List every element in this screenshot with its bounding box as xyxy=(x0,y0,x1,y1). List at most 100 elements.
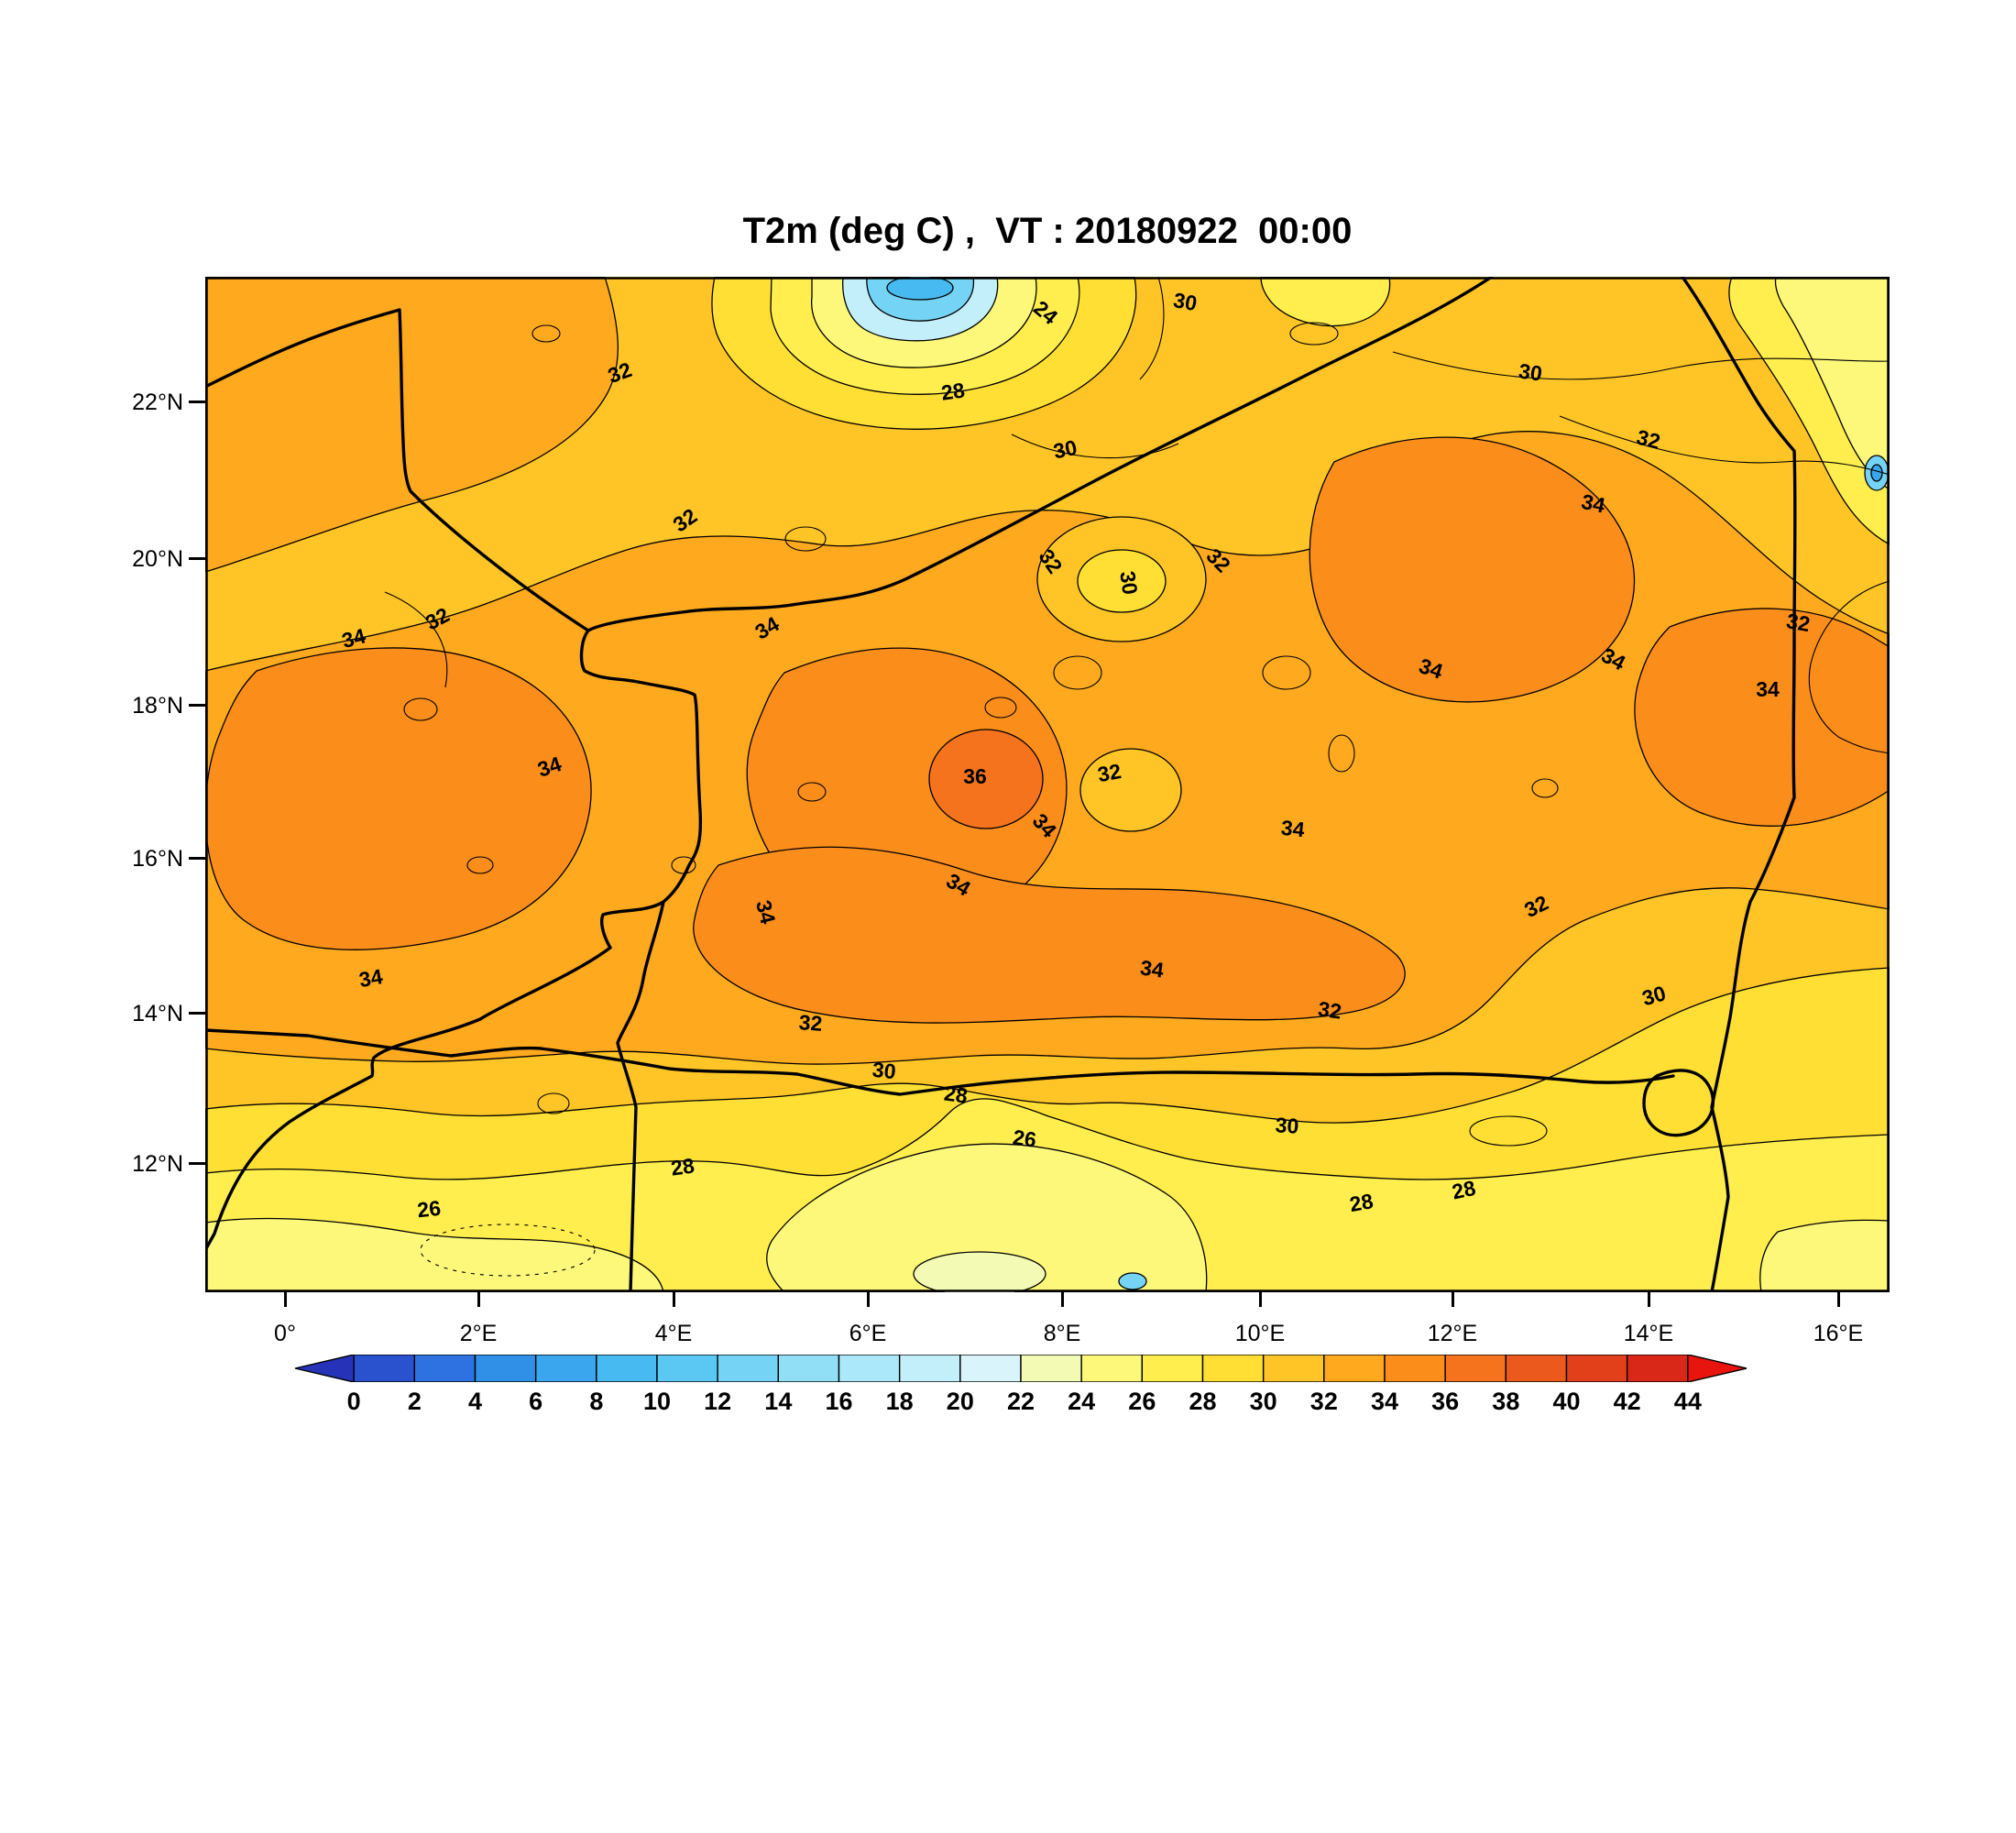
fill-22-24-spot xyxy=(913,1251,1046,1292)
colorbar-tick-label: 40 xyxy=(1552,1388,1581,1415)
colorbar-tick-label: 16 xyxy=(825,1388,853,1415)
colorbar-segment xyxy=(1141,1355,1204,1382)
colorbar-tick-label: 18 xyxy=(885,1388,914,1415)
x-axis-tick-label: 12°E xyxy=(1427,1321,1478,1346)
colorbar-segment xyxy=(959,1355,1022,1382)
colorbar-segment xyxy=(534,1355,597,1382)
country-borders xyxy=(205,277,1797,1292)
colorbar-segment xyxy=(1626,1355,1689,1382)
x-axis-tick-mark xyxy=(1452,1292,1454,1307)
y-axis-tick-label: 12°N xyxy=(132,1151,183,1177)
contour-label-28: 28 xyxy=(939,378,966,404)
colorbar-tick-label: 44 xyxy=(1673,1388,1702,1415)
colorbar-tick-label: 24 xyxy=(1068,1388,1096,1415)
colorbar-tick-label: 30 xyxy=(1249,1388,1277,1415)
colorbar-tick-label: 10 xyxy=(642,1388,672,1415)
colorbar-segment xyxy=(1020,1355,1082,1382)
contour-label-32: 32 xyxy=(1785,609,1813,636)
fill-34-36-northeast xyxy=(1309,436,1636,703)
x-axis-tick-label: 6°E xyxy=(849,1321,887,1346)
contour-label-34: 34 xyxy=(1280,816,1306,842)
contour-label-32: 32 xyxy=(1096,759,1123,786)
colorbar-extend-right xyxy=(1687,1355,1748,1382)
y-axis-tick-mark xyxy=(189,1012,205,1015)
fill-cold-speck-south xyxy=(1118,1272,1147,1290)
colorbar-tick-label: 12 xyxy=(704,1388,732,1415)
fill-24-26-southwest xyxy=(205,1217,664,1292)
colorbar-segment xyxy=(1201,1355,1265,1382)
x-axis-tick-mark xyxy=(284,1292,287,1307)
y-axis-tick-label: 18°N xyxy=(132,693,183,719)
fill-32-34-topleft xyxy=(205,277,619,573)
colorbar-segment xyxy=(353,1355,416,1382)
fill-regions xyxy=(205,277,1890,1292)
colorbar-segment xyxy=(1080,1355,1144,1382)
y-axis-tick-label: 14°N xyxy=(132,1001,183,1026)
colorbar-tick-label: 26 xyxy=(1128,1388,1156,1415)
colorbar-tick-label: 32 xyxy=(1309,1388,1338,1415)
contour-label-28: 28 xyxy=(669,1153,696,1180)
colorbar-segment xyxy=(656,1355,718,1382)
contour-label-32: 32 xyxy=(798,1010,823,1036)
y-axis-tick-label: 22°N xyxy=(132,390,183,415)
colorbar-segment xyxy=(1262,1355,1325,1382)
colorbar-tick-label: 42 xyxy=(1613,1388,1641,1415)
x-axis-tick-label: 16°E xyxy=(1813,1321,1864,1346)
contour-label-30: 30 xyxy=(1517,358,1544,385)
x-axis-tick-mark xyxy=(1837,1292,1840,1307)
contour-label-34: 34 xyxy=(1579,489,1607,518)
contour-label-30: 30 xyxy=(1172,288,1200,315)
contour-label-30: 30 xyxy=(1051,435,1079,464)
contour-label-34: 34 xyxy=(751,898,780,927)
fill-24-26-southeast xyxy=(1759,1219,1890,1292)
y-axis-tick-label: 20°N xyxy=(132,546,183,572)
y-axis-tick-mark xyxy=(189,857,205,860)
x-axis-tick-label: 10°E xyxy=(1234,1321,1286,1346)
colorbar-tick-label: 20 xyxy=(946,1388,974,1415)
contour-label-28: 28 xyxy=(1450,1176,1478,1204)
colorbar-segment xyxy=(1505,1355,1568,1382)
colorbar-tick-label: 4 xyxy=(467,1388,483,1415)
colorbar-segment xyxy=(717,1355,780,1382)
fill-24-26-southcenter xyxy=(766,1143,1208,1292)
colorbar-tick-label: 2 xyxy=(407,1388,422,1415)
colorbar-tick-label: 28 xyxy=(1189,1388,1217,1415)
x-axis-tick-label: 0° xyxy=(274,1321,296,1346)
contour-label-34: 34 xyxy=(1139,955,1166,982)
y-axis-tick-mark xyxy=(189,704,205,707)
colorbar-tick-label: 34 xyxy=(1370,1388,1399,1415)
contour-label-28: 28 xyxy=(1348,1189,1375,1216)
colorbar-tick-label: 8 xyxy=(589,1388,604,1415)
x-axis-tick-mark xyxy=(477,1292,480,1307)
contour-label-30: 30 xyxy=(1115,569,1142,596)
colorbar-segment xyxy=(838,1355,901,1382)
fill-30-32-pocket-b xyxy=(1079,748,1182,832)
y-axis-tick-label: 16°N xyxy=(132,846,183,872)
colorbar-segment xyxy=(1323,1355,1386,1382)
contour-label-34: 34 xyxy=(1756,677,1780,701)
contour-label-32: 32 xyxy=(1634,425,1662,454)
colorbar-tick-label: 36 xyxy=(1431,1388,1460,1415)
colorbar-tick-label: 0 xyxy=(346,1388,361,1415)
x-axis-tick-mark xyxy=(673,1292,675,1307)
fill-28-30-pocket-a xyxy=(1077,549,1167,613)
colorbar-tick-label: 6 xyxy=(529,1388,543,1415)
contour-label-32: 32 xyxy=(1317,996,1343,1023)
colorbar-segment xyxy=(898,1355,961,1382)
contour-label-26: 26 xyxy=(416,1196,442,1223)
fill-26-28-topspot xyxy=(1260,277,1391,327)
fill-cold-spot-ne-core xyxy=(1870,464,1883,482)
colorbar-segment xyxy=(777,1355,840,1382)
y-axis-tick-mark xyxy=(189,557,205,560)
colorbar xyxy=(294,1355,1748,1382)
x-axis-tick-label: 2°E xyxy=(459,1321,498,1346)
colorbar-segment xyxy=(1444,1355,1507,1382)
colorbar-tick-label: 22 xyxy=(1006,1388,1035,1415)
x-axis-tick-mark xyxy=(1648,1292,1650,1307)
contour-label-36: 36 xyxy=(963,764,987,788)
x-axis-tick-mark xyxy=(1259,1292,1262,1307)
y-axis-tick-mark xyxy=(189,1162,205,1165)
figure-title: T2m (deg C) , VT : 20180922 00:00 xyxy=(742,211,1353,251)
